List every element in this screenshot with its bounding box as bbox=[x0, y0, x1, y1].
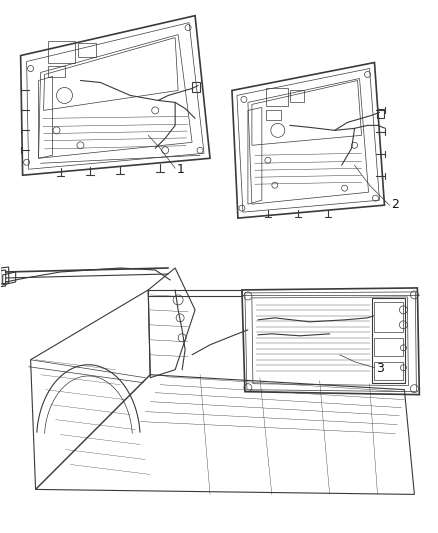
Text: 2: 2 bbox=[392, 198, 399, 211]
Bar bbox=[290, 91, 304, 102]
Bar bbox=[374, 338, 403, 356]
Bar bbox=[78, 43, 96, 56]
Bar bbox=[48, 66, 66, 77]
Bar bbox=[374, 302, 403, 332]
Text: 1: 1 bbox=[177, 163, 185, 176]
Bar bbox=[48, 41, 75, 62]
Bar bbox=[192, 83, 200, 92]
Text: 3: 3 bbox=[377, 362, 385, 375]
Bar bbox=[378, 109, 385, 118]
Bar bbox=[374, 362, 403, 379]
Bar bbox=[371, 298, 406, 383]
Bar bbox=[266, 88, 288, 107]
Bar bbox=[266, 110, 281, 120]
